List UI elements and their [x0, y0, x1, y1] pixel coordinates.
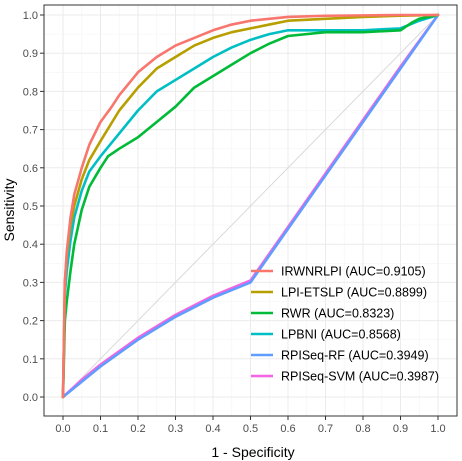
y-axis-ticks: 0.0 0.1 0.2 0.3 0.4 0.5 0.6 0.7 0.8 0.9 1.0 — [23, 10, 44, 404]
x-axis-ticks: 0.0 0.1 0.2 0.3 0.4 0.5 0.6 0.7 0.8 0.9 1.0 — [55, 416, 446, 435]
reference-diagonal — [62, 14, 439, 398]
x-axis-title: 1 - Specificity — [211, 444, 294, 460]
x-tick-label: 0.3 — [168, 423, 183, 435]
legend: IRWNRLPI (AUC=0.9105) LPI-ETSLP (AUC=0.88… — [251, 265, 439, 384]
y-tick-label: 0.3 — [23, 277, 38, 289]
legend-label-2: RWR (AUC=0.8323) — [281, 307, 394, 321]
y-tick-label: 0.4 — [23, 239, 38, 251]
legend-label-4: RPISeq-RF (AUC=0.3949) — [281, 349, 429, 363]
y-tick-label: 1.0 — [23, 10, 38, 22]
y-tick-label: 0.6 — [23, 163, 38, 175]
x-tick-label: 0.4 — [205, 423, 220, 435]
x-tick-label: 0.6 — [280, 423, 295, 435]
diagonal-line — [62, 14, 439, 398]
x-tick-label: 0.9 — [393, 423, 408, 435]
x-tick-label: 0.8 — [355, 423, 370, 435]
y-tick-label: 0.2 — [23, 316, 38, 328]
x-tick-label: 1.0 — [430, 423, 445, 435]
series-line-2 — [61, 13, 440, 399]
series-line-3 — [61, 13, 440, 399]
x-tick-label: 0.5 — [243, 423, 258, 435]
y-tick-label: 0.5 — [23, 201, 38, 213]
x-tick-label: 0.7 — [318, 423, 333, 435]
series-line-1 — [61, 13, 440, 399]
y-axis-title: Sensitivity — [1, 178, 17, 241]
y-tick-label: 0.7 — [23, 125, 38, 137]
legend-label-1: LPI-ETSLP (AUC=0.8899) — [281, 286, 427, 300]
legend-label-5: RPISeq-SVM (AUC=0.3987) — [281, 370, 439, 384]
x-tick-label: 0.2 — [130, 423, 145, 435]
y-tick-label: 0.1 — [23, 354, 38, 366]
series-line-0 — [61, 13, 440, 399]
y-tick-label: 0.0 — [23, 392, 38, 404]
y-tick-label: 0.8 — [23, 86, 38, 98]
series-lines — [61, 13, 440, 399]
x-tick-label: 0.1 — [93, 423, 108, 435]
series-line-4 — [61, 13, 440, 399]
legend-label-3: LPBNI (AUC=0.8568) — [281, 328, 401, 342]
legend-label-0: IRWNRLPI (AUC=0.9105) — [281, 265, 426, 279]
x-tick-label: 0.0 — [55, 423, 70, 435]
y-tick-label: 0.9 — [23, 48, 38, 60]
